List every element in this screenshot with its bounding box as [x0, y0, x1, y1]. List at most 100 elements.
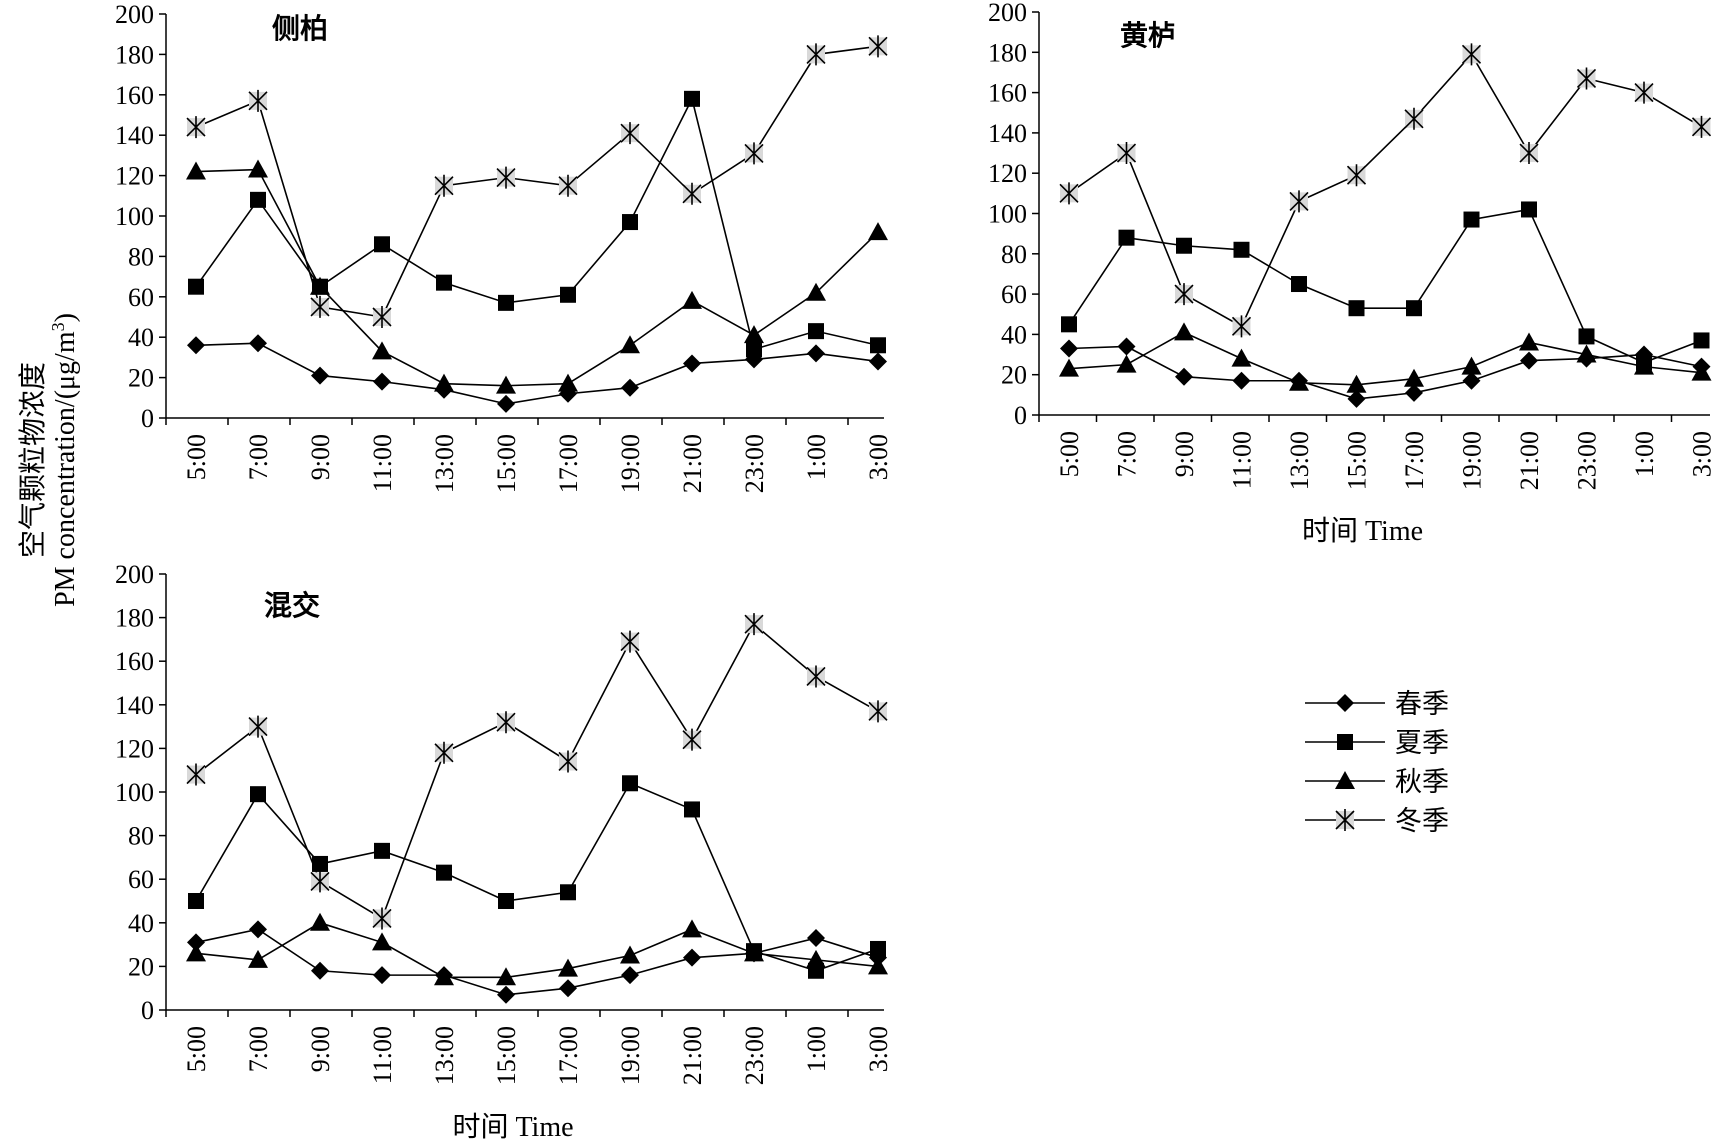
- point-triangle: [868, 222, 888, 241]
- point-square: [684, 90, 700, 107]
- series-line-triangle: [1068, 331, 1702, 386]
- panel-3: 0 20 40 60 80 100 120 140 160 180 200 5:00 7:00 9:00 1…: [115, 560, 893, 1142]
- series-line-square: [195, 96, 879, 351]
- point-star: [1059, 182, 1079, 205]
- x-tick-label: 21:00: [678, 1026, 707, 1085]
- point-diamond: [1520, 351, 1538, 370]
- legend-item-diamond: 春季: [1305, 689, 1449, 719]
- x-tick-label: 23:00: [740, 1026, 769, 1085]
- point-square: [188, 278, 204, 295]
- y-axis-title-en: PM concentration/(μg/m3): [48, 313, 81, 607]
- x-tick-label: 13:00: [430, 434, 459, 493]
- point-triangle: [1174, 322, 1194, 341]
- x-tick-label: 17:00: [554, 434, 583, 493]
- y-tick-label: 140: [115, 691, 154, 720]
- y-tick-label: 200: [115, 560, 154, 589]
- point-star: [1404, 107, 1424, 130]
- y-tick-label: 20: [128, 364, 154, 393]
- y-tick-label: 140: [115, 121, 154, 150]
- y-tick-label: 160: [988, 79, 1027, 108]
- y-tick-label: 60: [128, 283, 154, 312]
- x-tick-label: 23:00: [740, 434, 769, 493]
- point-triangle: [1231, 348, 1252, 367]
- y-tick-label: 120: [988, 159, 1027, 188]
- point-square: [1521, 201, 1537, 218]
- point-diamond: [621, 378, 639, 397]
- legend-label: 冬季: [1395, 806, 1449, 836]
- point-diamond: [1347, 389, 1366, 408]
- point-square: [1176, 237, 1192, 254]
- point-triangle: [682, 290, 702, 309]
- point-square: [1463, 211, 1480, 228]
- point-square: [436, 864, 452, 881]
- point-diamond: [373, 966, 391, 985]
- y-tick-label: 180: [115, 40, 154, 69]
- y-tick-label: 20: [128, 952, 154, 981]
- point-star: [868, 700, 888, 723]
- point-triangle: [372, 341, 392, 360]
- point-triangle: [310, 912, 330, 931]
- point-triangle: [620, 335, 640, 354]
- x-tick-label: 3:00: [864, 1026, 893, 1072]
- point-square: [250, 786, 266, 803]
- legend-marker-square: [1337, 734, 1353, 750]
- x-axis-title: 时间 Time: [1302, 515, 1423, 547]
- x-tick-label: 5:00: [182, 1026, 211, 1072]
- series-line-star: [195, 622, 879, 920]
- x-tick-label: 9:00: [306, 1026, 335, 1072]
- point-square: [312, 855, 328, 872]
- point-triangle: [806, 282, 826, 301]
- y-tick-label: 160: [115, 81, 154, 110]
- y-tick-label: 20: [1001, 361, 1027, 390]
- point-triangle: [1289, 372, 1309, 391]
- legend-item-star: 冬季: [1305, 806, 1449, 836]
- point-square: [1291, 276, 1307, 293]
- point-triangle: [186, 943, 206, 962]
- legend-marker-triangle: [1335, 771, 1355, 789]
- point-diamond: [311, 961, 329, 980]
- point-star: [248, 715, 268, 738]
- y-tick-label: 200: [115, 0, 154, 29]
- point-diamond: [249, 334, 267, 353]
- panel-title: 侧柏: [272, 13, 328, 45]
- series-line-diamond: [195, 342, 879, 405]
- point-square: [746, 341, 762, 358]
- y-tick-label: 140: [988, 119, 1027, 148]
- point-diamond: [683, 948, 701, 967]
- point-star: [744, 613, 764, 636]
- point-star: [1461, 43, 1482, 66]
- point-diamond: [311, 366, 329, 385]
- point-diamond: [559, 979, 577, 998]
- x-tick-label: 19:00: [616, 434, 645, 493]
- point-square: [436, 274, 452, 291]
- point-triangle: [868, 956, 888, 975]
- point-diamond: [1175, 367, 1193, 386]
- x-tick-label: 7:00: [244, 434, 273, 480]
- x-tick-label: 5:00: [1055, 431, 1084, 477]
- x-tick-label: 1:00: [1630, 431, 1659, 477]
- x-tick-label: 17:00: [554, 1026, 583, 1085]
- point-star: [496, 166, 516, 189]
- point-diamond: [1060, 339, 1078, 358]
- point-triangle: [496, 967, 516, 986]
- point-diamond: [1232, 371, 1251, 390]
- point-diamond: [497, 394, 515, 413]
- x-tick-label: 3:00: [1688, 431, 1717, 477]
- x-tick-label: 15:00: [1343, 431, 1372, 490]
- x-tick-label: 15:00: [492, 434, 521, 493]
- y-tick-label: 180: [988, 38, 1027, 67]
- x-tick-label: 9:00: [1170, 431, 1199, 477]
- point-star: [1346, 164, 1367, 187]
- point-triangle: [558, 958, 578, 977]
- y-tick-label: 160: [115, 647, 154, 676]
- point-star: [1116, 142, 1137, 165]
- point-triangle: [186, 161, 206, 180]
- point-square: [1233, 241, 1250, 258]
- point-triangle: [1461, 356, 1482, 375]
- point-triangle: [434, 967, 454, 986]
- point-triangle: [248, 159, 268, 178]
- point-triangle: [434, 373, 454, 392]
- point-diamond: [373, 372, 391, 391]
- point-triangle: [310, 276, 330, 295]
